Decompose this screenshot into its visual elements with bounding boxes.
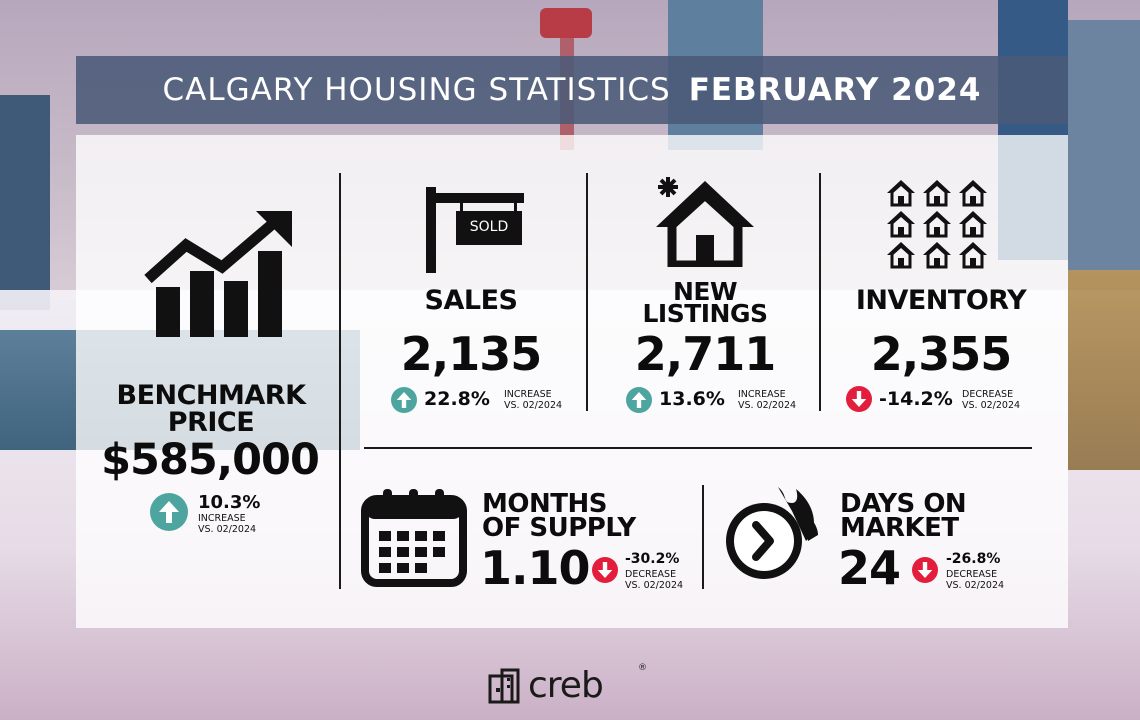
divider (339, 173, 341, 589)
dry-grass (1068, 270, 1140, 470)
house-icon (656, 177, 754, 267)
inventory-value: 2,355 (870, 327, 1013, 381)
benchmark-note-1: INCREASE (198, 513, 246, 524)
months-supply-note-1: DECREASE (625, 569, 677, 580)
registered-mark: ® (638, 663, 647, 673)
sales-title: SALES (424, 285, 518, 316)
benchmark-change: 10.3% (198, 492, 261, 513)
days-market-note-2: VS. 02/2024 (946, 580, 1005, 591)
creb-logo-text: creb (528, 665, 604, 706)
benchmark-value: $585,000 (101, 435, 320, 485)
new-listings-note-2: VS. 02/2024 (738, 400, 797, 411)
new-listings-change: 13.6% (659, 388, 725, 410)
inventory-title: INVENTORY (855, 285, 1027, 316)
calendar-icon (361, 489, 467, 587)
inventory-change: -14.2% (879, 388, 953, 410)
title-banner: CALGARY HOUSING STATISTICS FEBRUARY 2024 (76, 56, 1068, 124)
inventory-note-1: DECREASE (962, 389, 1014, 400)
title-month: FEBRUARY 2024 (688, 72, 982, 108)
creb-logo: creb ® (488, 663, 647, 706)
days-market-title-2: MARKET (840, 513, 959, 543)
arrow-up-icon (391, 387, 417, 413)
benchmark-note-2: VS. 02/2024 (198, 524, 257, 535)
arrow-down-icon (912, 557, 938, 583)
calgary-tower-pod (540, 8, 592, 38)
months-supply-note-2: VS. 02/2024 (625, 580, 684, 591)
title-text: CALGARY HOUSING STATISTICS (162, 72, 671, 108)
months-supply-title-2: OF SUPPLY (482, 513, 636, 543)
arrow-down-icon (592, 557, 618, 583)
days-market-value: 24 (838, 541, 901, 595)
divider (586, 173, 588, 411)
days-market-change: -26.8% (946, 551, 1001, 567)
stopwatch-icon (726, 487, 818, 579)
months-supply-title-1: MONTHS (482, 489, 607, 519)
creb-logo-icon (488, 668, 520, 703)
building (1068, 20, 1140, 270)
benchmark-title-2: PRICE (167, 407, 255, 438)
arrow-down-icon (846, 386, 872, 412)
days-market-note-1: DECREASE (946, 569, 998, 580)
inventory-note-2: VS. 02/2024 (962, 400, 1021, 411)
sales-note-2: VS. 02/2024 (504, 400, 563, 411)
new-listings-title-2: LISTINGS (642, 299, 768, 328)
months-supply-value: 1.10 (480, 541, 590, 595)
new-listings-note-1: INCREASE (738, 389, 786, 400)
divider (819, 173, 821, 411)
stats-card: BENCHMARK PRICE $585,000 10.3% INCREASE … (76, 135, 1068, 628)
months-supply-change: -30.2% (625, 551, 680, 567)
new-listings-value: 2,711 (634, 327, 777, 381)
new-listings-title-1: NEW (672, 277, 738, 306)
sold-sign-text: SOLD (469, 219, 509, 235)
sold-sign-icon (426, 187, 524, 273)
benchmark-title-1: BENCHMARK (116, 380, 306, 411)
arrow-up-icon (626, 387, 652, 413)
divider (364, 447, 1032, 449)
trend-up-chart-icon (144, 211, 292, 337)
divider (702, 485, 704, 589)
days-market-title-1: DAYS ON (840, 489, 967, 519)
sales-note-1: INCREASE (504, 389, 552, 400)
houses-grid-icon (885, 179, 989, 269)
sales-change: 22.8% (424, 388, 490, 410)
building (0, 95, 50, 310)
sales-value: 2,135 (400, 327, 543, 381)
arrow-up-icon (150, 493, 188, 531)
